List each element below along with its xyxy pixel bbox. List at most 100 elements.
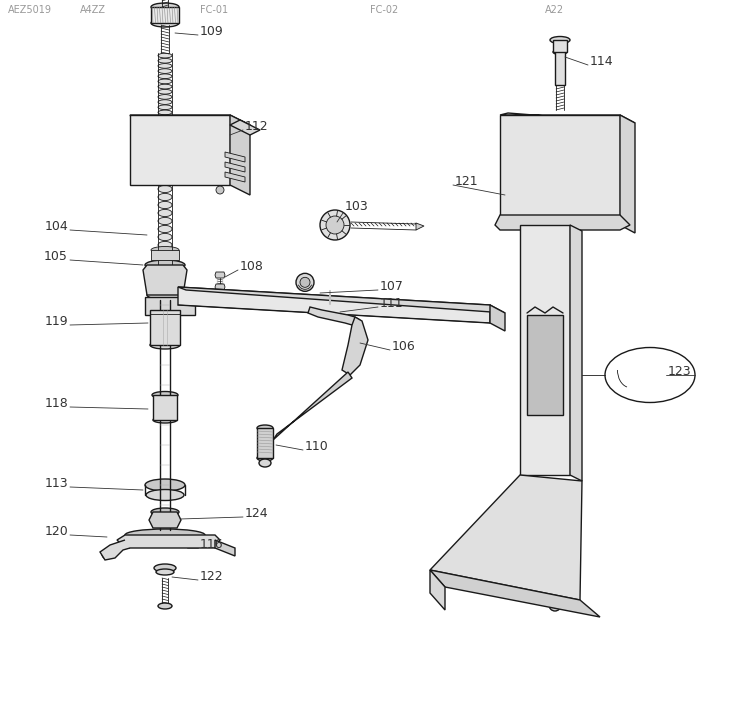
Ellipse shape [158,209,172,216]
Circle shape [216,186,224,194]
Polygon shape [342,317,368,375]
Circle shape [560,457,570,467]
Polygon shape [257,428,273,458]
Polygon shape [527,315,563,415]
Ellipse shape [158,59,172,63]
Ellipse shape [158,79,172,84]
Circle shape [102,549,112,559]
Circle shape [621,186,629,194]
Circle shape [618,168,632,182]
Circle shape [553,128,567,142]
Circle shape [560,445,570,455]
Text: 122: 122 [200,570,223,583]
Ellipse shape [158,185,172,192]
Circle shape [618,153,632,167]
Text: 109: 109 [200,25,223,38]
Ellipse shape [158,250,172,257]
Text: 123: 123 [668,365,692,378]
Circle shape [300,277,310,288]
Circle shape [152,301,162,311]
Circle shape [325,299,335,309]
Polygon shape [117,535,220,548]
Ellipse shape [145,260,185,270]
Polygon shape [150,310,180,345]
Circle shape [184,144,196,156]
Circle shape [562,448,568,453]
Ellipse shape [158,241,172,249]
Text: 114: 114 [590,55,613,68]
Ellipse shape [553,49,567,54]
Ellipse shape [151,247,179,254]
Ellipse shape [150,341,180,349]
Text: 103: 103 [345,200,369,213]
Polygon shape [151,7,179,23]
Circle shape [296,274,314,291]
Ellipse shape [151,508,179,516]
Text: 106: 106 [392,340,416,353]
Polygon shape [215,272,225,278]
Ellipse shape [158,105,172,109]
Polygon shape [225,152,245,162]
Polygon shape [490,305,505,331]
Polygon shape [178,287,490,323]
Polygon shape [153,395,177,420]
Ellipse shape [158,217,172,225]
Ellipse shape [158,233,172,240]
Polygon shape [273,372,352,440]
Polygon shape [570,225,582,481]
Ellipse shape [125,529,205,541]
Text: FC-01: FC-01 [200,5,228,15]
Ellipse shape [158,603,172,609]
Ellipse shape [158,202,172,209]
Text: FC-02: FC-02 [370,5,398,15]
Ellipse shape [158,85,172,89]
Polygon shape [215,540,235,556]
Ellipse shape [158,110,172,115]
Circle shape [618,183,632,197]
Polygon shape [215,284,225,290]
Text: 108: 108 [240,260,264,273]
Polygon shape [230,115,250,195]
Polygon shape [130,115,230,185]
Circle shape [216,176,224,184]
Ellipse shape [259,459,271,467]
Text: 110: 110 [305,440,328,453]
Text: 112: 112 [245,120,268,133]
Circle shape [477,582,483,588]
Circle shape [187,147,193,153]
Circle shape [326,216,344,234]
Ellipse shape [257,425,273,431]
Polygon shape [143,265,187,295]
Text: 121: 121 [455,175,478,188]
Polygon shape [430,475,582,600]
Circle shape [562,460,568,465]
Ellipse shape [158,69,172,73]
Ellipse shape [152,391,178,398]
Circle shape [549,599,561,611]
Ellipse shape [257,455,273,461]
Polygon shape [500,115,620,225]
Polygon shape [149,512,181,528]
Text: 105: 105 [44,250,68,263]
Ellipse shape [158,257,172,264]
Circle shape [552,602,558,608]
Text: 113: 113 [44,477,68,490]
Ellipse shape [158,226,172,233]
Ellipse shape [151,3,179,11]
Polygon shape [230,120,260,135]
Text: AEZ5019: AEZ5019 [8,5,52,15]
Circle shape [104,551,110,556]
Polygon shape [225,172,245,182]
Circle shape [178,301,188,311]
Circle shape [548,123,572,147]
Polygon shape [553,40,567,52]
Polygon shape [178,287,505,313]
Polygon shape [145,297,195,315]
Text: 124: 124 [245,507,268,520]
Text: A4ZZ: A4ZZ [80,5,106,15]
Ellipse shape [145,479,185,491]
Circle shape [474,579,486,591]
Circle shape [320,210,350,240]
Polygon shape [151,250,179,260]
Ellipse shape [158,90,172,94]
